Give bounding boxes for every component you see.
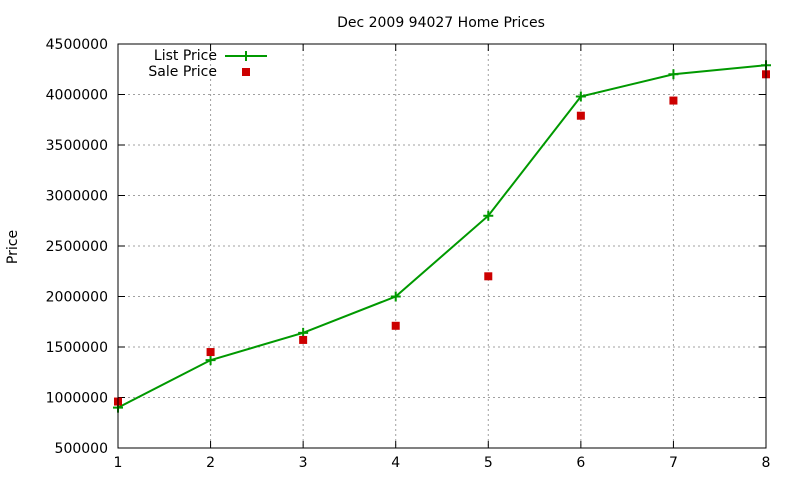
x-tick-label: 5 <box>484 455 493 471</box>
y-tick-label: 4500000 <box>46 37 108 53</box>
list-price-point <box>668 69 679 80</box>
y-axis-label: Price <box>5 230 21 264</box>
legend-label-list-price: List Price <box>154 48 217 64</box>
y-tick-label: 1000000 <box>46 391 108 407</box>
sale-price-point <box>391 321 400 330</box>
list-price-line <box>117 64 767 409</box>
legend-marker-list-price <box>241 51 251 61</box>
y-tick-label: 3500000 <box>46 138 108 154</box>
list-price-point <box>483 210 494 221</box>
x-tick-label: 2 <box>206 455 215 471</box>
plot-frame <box>117 43 767 449</box>
chart-title: Dec 2009 94027 Home Prices <box>337 15 545 31</box>
legend-marker-sale-price <box>242 68 250 76</box>
sale-price-point <box>576 111 585 120</box>
list-price-point <box>205 355 216 366</box>
y-tick-label: 1500000 <box>46 340 108 356</box>
legend: List Price Sale Price <box>148 48 267 80</box>
x-tick-label: 4 <box>391 455 400 471</box>
sale-price-point <box>206 348 215 357</box>
grid-lines <box>118 44 766 448</box>
x-tick-label: 6 <box>576 455 585 471</box>
list-price-point <box>575 91 586 102</box>
y-tick-label: 3000000 <box>46 189 108 205</box>
tick-labels: 500000 1000000 1500000 2000000 2500000 300000… <box>46 37 771 471</box>
x-tick-label: 3 <box>299 455 308 471</box>
sale-price-point <box>299 335 308 344</box>
sale-price-point <box>484 272 493 281</box>
legend-label-sale-price: Sale Price <box>148 64 217 80</box>
list-price-point <box>390 291 401 302</box>
y-tick-label: 500000 <box>55 441 108 457</box>
x-tick-label: 7 <box>669 455 678 471</box>
y-tick-label: 2000000 <box>46 290 108 306</box>
x-tick-label: 1 <box>114 455 123 471</box>
y-tick-label: 2500000 <box>46 239 108 255</box>
series-layer <box>113 60 771 413</box>
y-tick-label: 4000000 <box>46 88 108 104</box>
x-tick-label: 8 <box>762 455 771 471</box>
sale-price-point <box>669 96 678 105</box>
